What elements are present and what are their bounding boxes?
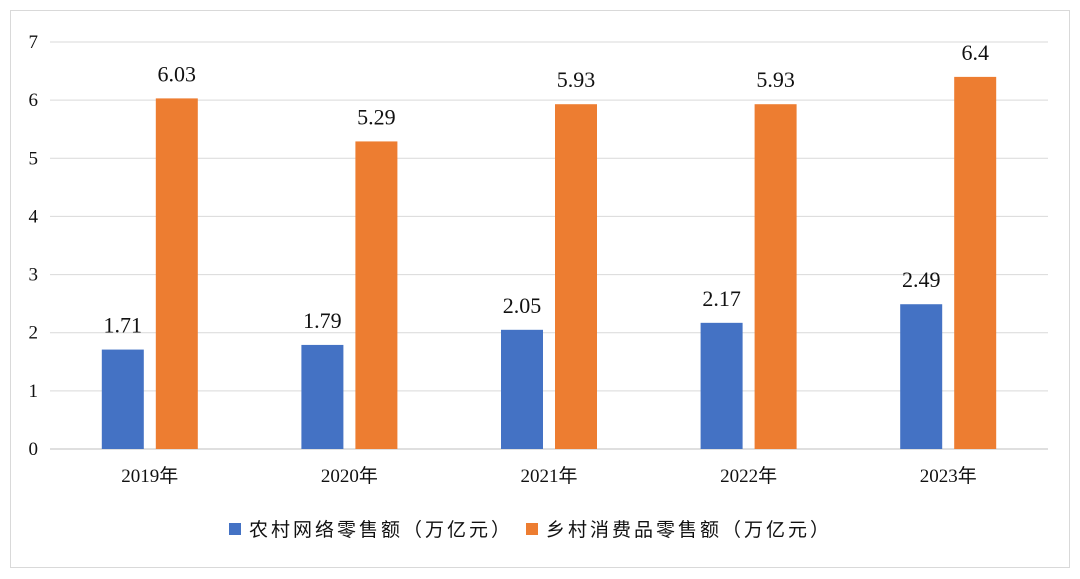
legend-swatch [526,523,538,535]
legend-label: 乡村消费品零售额（万亿元） [546,519,832,541]
data-label: 2.49 [902,267,941,292]
x-tick-label: 2023年 [920,465,977,487]
y-tick-label: 6 [29,90,39,111]
y-tick-label: 1 [29,381,39,402]
bar-online-retail [900,304,943,449]
data-label: 6.03 [158,61,197,86]
x-tick-label: 2021年 [520,465,577,487]
y-axis-ticks: 0 1 2 3 4 5 6 7 [29,32,39,460]
x-tick-label: 2022年 [720,465,777,487]
bars [101,76,997,450]
gridlines [50,41,1048,450]
x-tick-label: 2019年 [121,465,178,487]
data-label: 5.93 [557,67,596,92]
y-tick-label: 5 [29,148,39,169]
data-labels: 1.71 6.03 1.79 5.29 2.05 5.93 2.17 5.93 2.49 6.4 [104,40,989,338]
data-label: 1.79 [303,308,342,333]
data-label: 5.93 [756,67,795,92]
data-label: 2.17 [702,286,741,311]
data-label: 1.71 [104,313,143,338]
data-label: 2.05 [503,293,542,318]
legend-label: 农村网络零售额（万亿元） [249,519,513,541]
bar-rural-consumer-retail [355,141,398,449]
bar-rural-consumer-retail [155,98,198,450]
y-tick-label: 7 [29,32,39,53]
bar-rural-consumer-retail [754,104,797,449]
data-label: 5.29 [357,104,396,129]
legend-swatch [229,523,241,535]
bar-online-retail [700,322,743,449]
bar-rural-consumer-retail [555,104,597,449]
y-tick-label: 0 [29,439,39,460]
bar-rural-consumer-retail [954,76,997,449]
y-tick-label: 2 [29,323,39,344]
y-tick-label: 4 [29,206,39,227]
legend: 农村网络零售额（万亿元） 乡村消费品零售额（万亿元） [229,519,832,541]
y-tick-label: 3 [29,265,39,286]
x-tick-label: 2020年 [321,465,378,487]
x-axis-ticks: 2019年 2020年 2021年 2022年 2023年 [121,465,976,487]
bar-online-retail [501,329,543,449]
bar-online-retail [301,344,344,449]
data-label: 6.4 [961,40,989,65]
bar-online-retail [101,349,144,449]
